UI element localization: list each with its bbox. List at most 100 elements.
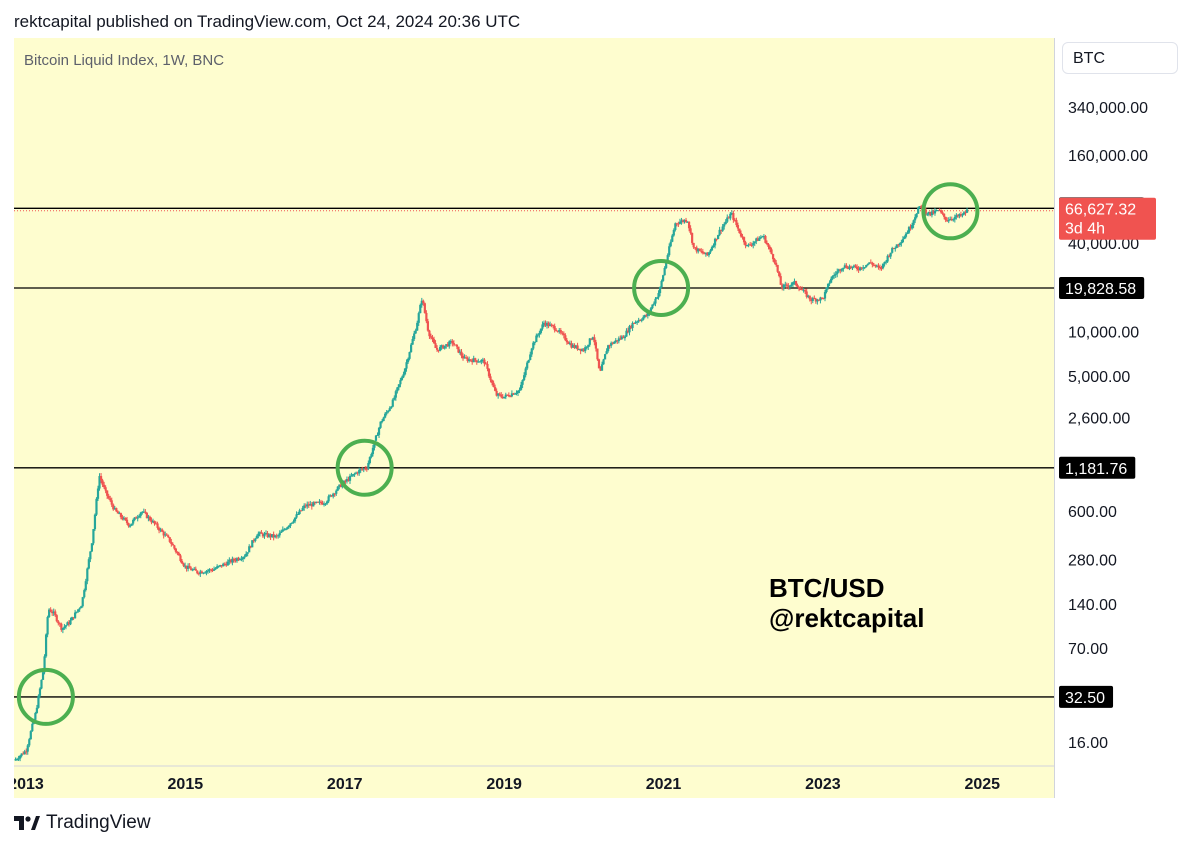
candle-body — [718, 229, 721, 236]
candle-body — [845, 265, 848, 268]
candle-body — [865, 264, 868, 268]
candle-body — [109, 498, 112, 501]
candle-body — [48, 609, 51, 618]
candle-body — [350, 475, 353, 477]
candle-body — [900, 242, 903, 244]
candle-body — [943, 213, 946, 217]
candle-body — [367, 463, 370, 469]
candle-body — [103, 484, 106, 488]
candle-body — [817, 299, 820, 301]
footer-brand: TradingView — [46, 812, 151, 833]
symbol-search-box[interactable]: BTC — [1062, 42, 1178, 74]
candle-body — [260, 532, 263, 534]
candle-body — [387, 410, 390, 413]
candle-body — [205, 570, 208, 573]
candle-body — [955, 215, 958, 218]
candle-body — [208, 569, 211, 571]
candle-body — [707, 252, 711, 256]
candle-body — [419, 304, 422, 314]
price-axis[interactable]: 700,000.00340,000.00160,000.0040,000.001… — [1056, 38, 1186, 798]
candle-body — [862, 267, 865, 269]
candle-body — [726, 217, 729, 222]
candle-body — [897, 244, 900, 246]
candle-body — [840, 269, 843, 271]
candle-body — [298, 510, 301, 515]
candle-body — [944, 216, 947, 221]
candle-body — [90, 543, 93, 552]
candle-body — [315, 501, 318, 503]
candle-body — [414, 330, 417, 334]
candle-body — [692, 242, 695, 248]
candle-body — [84, 581, 87, 591]
candle-body — [138, 515, 141, 518]
candle-body — [655, 297, 659, 299]
candle-body — [828, 282, 831, 284]
candle-body — [713, 238, 717, 246]
candle-body — [188, 565, 191, 569]
candle-body — [278, 532, 281, 536]
candle-body — [910, 225, 914, 229]
candle-body — [881, 263, 885, 269]
candle-body — [629, 326, 633, 329]
candle-body — [775, 262, 778, 265]
candle-body — [193, 568, 196, 570]
candle-body — [739, 233, 743, 237]
candle-body — [251, 540, 254, 548]
candle-body — [400, 377, 404, 381]
candle-body — [344, 480, 347, 482]
x-tick-label: 2013 — [14, 776, 44, 793]
candle-body — [376, 434, 379, 436]
candle-body — [523, 375, 526, 380]
candle-body — [663, 267, 666, 276]
candle-body — [125, 519, 129, 524]
candle-body — [245, 553, 248, 557]
x-tick-label: 2017 — [327, 776, 363, 793]
candle-body — [527, 359, 530, 363]
candle-body — [506, 394, 509, 396]
candle-body — [405, 362, 408, 369]
candle-body — [399, 380, 402, 385]
candle-body — [49, 609, 52, 612]
candle-body — [500, 394, 503, 397]
candle-body — [675, 223, 678, 225]
candle-body — [225, 564, 228, 566]
candle-body — [872, 264, 875, 266]
chart-title: Bitcoin Liquid Index, 1W, BNC — [24, 52, 225, 69]
candle-body — [484, 363, 488, 365]
candle-body — [677, 223, 680, 225]
candle-body — [697, 248, 700, 252]
candle-body — [822, 297, 825, 299]
candle-body — [54, 611, 57, 616]
candle-body — [99, 476, 103, 481]
candle-body — [249, 546, 252, 548]
candle-body — [610, 342, 613, 346]
candle-body — [617, 338, 620, 342]
candle-body — [804, 290, 807, 292]
candle-body — [611, 342, 614, 344]
candle-body — [871, 262, 874, 265]
candle-body — [194, 568, 197, 571]
candle-body — [176, 551, 179, 554]
candle-body — [640, 319, 643, 321]
candle-body — [266, 533, 269, 537]
candle-body — [504, 394, 507, 397]
candle-body — [907, 227, 911, 233]
candle-body — [95, 498, 98, 515]
candle-body — [799, 289, 802, 291]
candle-body — [541, 324, 544, 329]
chart-plot-area[interactable]: 2013 2015 2017 2019 2021 2023 2025 Bitcoin Liq… — [14, 38, 1055, 798]
candle-body — [29, 731, 32, 740]
candle-body — [764, 236, 767, 243]
candle-body — [461, 355, 465, 359]
candle-body — [642, 317, 645, 320]
candle-body — [466, 358, 469, 362]
level-price-tag: 1,181.76 — [1059, 456, 1136, 479]
candle-body — [878, 267, 882, 269]
candle-body — [794, 281, 798, 285]
candle-body — [416, 322, 419, 331]
candle-body — [232, 558, 236, 561]
tradingview-footer[interactable]: TradingView — [14, 812, 151, 834]
price-chart[interactable]: 2013 2015 2017 2019 2021 2023 2025 — [14, 38, 1054, 798]
candle-body — [313, 502, 316, 504]
candle-body — [25, 751, 28, 753]
